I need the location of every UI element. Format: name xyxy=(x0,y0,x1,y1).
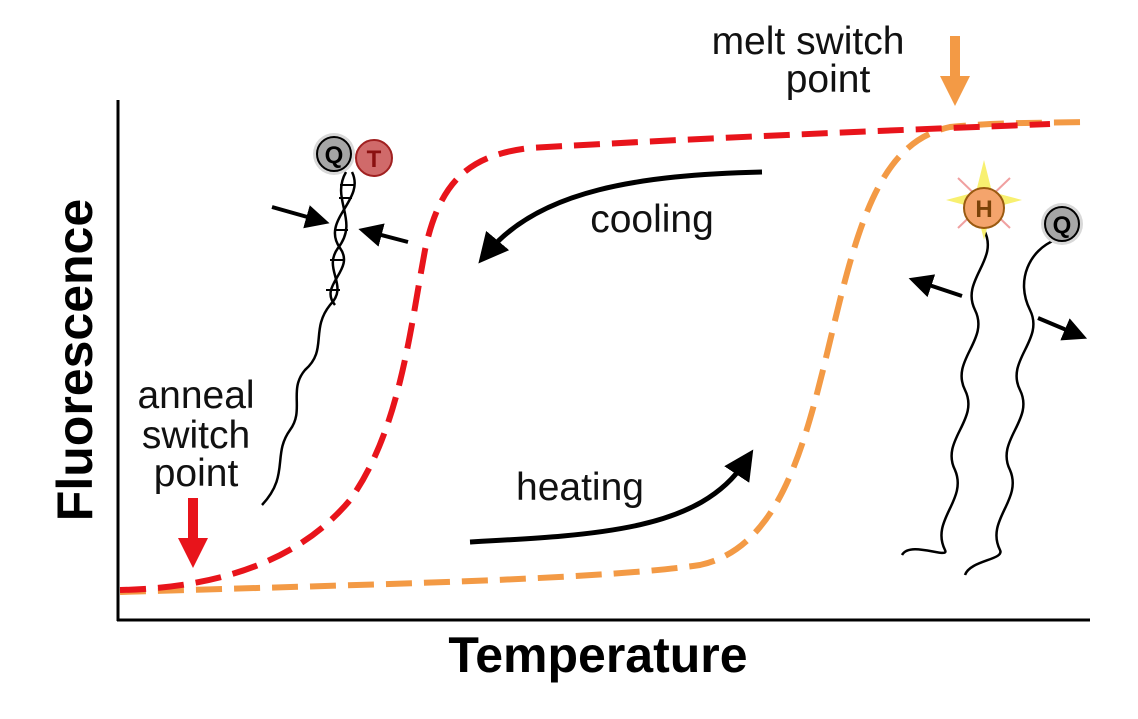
melt-arrow xyxy=(940,36,970,106)
target-label: T xyxy=(367,146,382,173)
quencher-free-icon xyxy=(1044,206,1080,242)
hybridized-probe: T Q xyxy=(261,133,409,506)
hybeacon-fluorophore-icon xyxy=(963,187,1005,229)
cooling-curve xyxy=(119,121,1051,593)
cooling-label: cooling xyxy=(590,198,714,241)
quencher-label: Q xyxy=(325,142,344,169)
heating-label: heating xyxy=(516,466,644,509)
anneal-label-line1: anneal xyxy=(137,374,254,417)
cooling-arrow xyxy=(478,169,763,264)
melt-label-line2: point xyxy=(786,58,871,101)
target-fluorophore-icon xyxy=(355,139,393,177)
anneal-arrow xyxy=(178,498,208,568)
heating-curve xyxy=(119,119,1089,595)
anneal-label-line2: switch xyxy=(142,414,250,457)
anneal-label-line3: point xyxy=(154,452,239,495)
hybeacon-label: H xyxy=(975,196,992,223)
x-axis-label: Temperature xyxy=(448,627,747,683)
heating-arrow xyxy=(469,449,754,545)
melt-label-line1: melt switch xyxy=(712,20,905,63)
melted-probes: H Q xyxy=(900,160,1088,576)
quencher-free-label: Q xyxy=(1053,212,1072,239)
quencher-icon xyxy=(316,136,352,172)
y-axis-label: Fluorescence xyxy=(47,199,103,521)
